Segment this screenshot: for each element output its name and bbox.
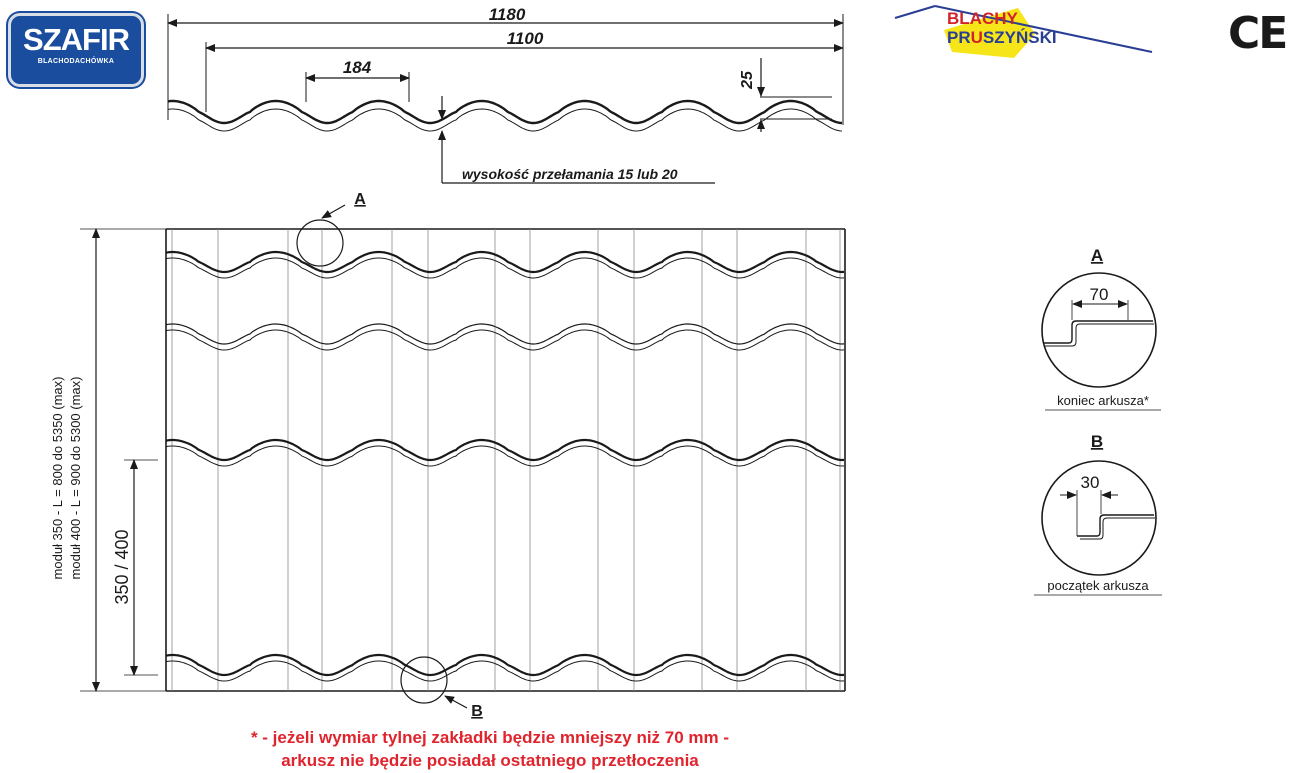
szafir-logo-text: SZAFIR — [23, 22, 130, 57]
module-label: 350 / 400 — [112, 529, 132, 604]
detail-a-title: A — [1091, 246, 1103, 265]
tile-row-line — [165, 653, 845, 677]
tile-row-line — [165, 660, 845, 682]
pruszynski-logo-top: BLACHY — [947, 9, 1018, 28]
dimension-1100-label: 1100 — [507, 29, 544, 48]
break-height-note: wysokość przełamania 15 lub 20 — [462, 166, 678, 182]
profile-wave-main — [167, 99, 843, 125]
pruszynski-logo-diamond — [944, 8, 1035, 58]
detail-a-caption: koniec arkusza* — [1057, 393, 1149, 408]
detail-a-circle — [296, 219, 344, 267]
length-label-module-400: moduł 400 - L = 900 do 5300 (max) — [68, 377, 83, 580]
footnote-line-2: arkusz nie będzie posiadał ostatniego pr… — [281, 751, 699, 770]
detail-b-circle — [400, 656, 448, 704]
detail-a-view-circle — [1041, 272, 1157, 388]
profile-wave-inner — [167, 108, 843, 132]
length-label-module-350: moduł 350 - L = 800 do 5350 (max) — [50, 377, 65, 580]
szafir-logo: SZAFIR BLACHODACHÓWKA — [8, 13, 144, 87]
detail-b-title: B — [1091, 432, 1103, 451]
detail-b-value: 30 — [1081, 473, 1100, 492]
pruszynski-logo-bottom: PRUSZYŃSKI — [947, 28, 1057, 47]
tile-row-line — [165, 323, 845, 345]
dimension-1180-label: 1180 — [489, 5, 526, 24]
tile-row-line — [165, 438, 845, 462]
tile-row-line — [165, 257, 845, 279]
detail-b — [1034, 460, 1162, 596]
tile-row-line — [165, 445, 845, 467]
dimension-184-label: 184 — [343, 58, 372, 77]
profile-section — [167, 14, 844, 184]
detail-a — [1041, 272, 1161, 411]
sheet-plan — [80, 204, 846, 709]
dimension-25-label: 25 — [739, 70, 756, 90]
szafir-logo-subtitle: BLACHODACHÓWKA — [37, 58, 115, 65]
footnote-line-1: * - jeżeli wymiar tylnej zakładki będzie… — [250, 728, 730, 747]
pruszynski-logo: BLACHY PRUSZYŃSKI — [894, 5, 1153, 58]
pruszynski-logo-roof-right — [934, 5, 1153, 53]
ce-mark: CE — [1228, 8, 1286, 59]
detail-b-view-circle — [1041, 460, 1157, 576]
tile-row-line — [165, 329, 845, 351]
detail-b-marker: B — [471, 703, 483, 720]
detail-a-marker: A — [354, 191, 366, 208]
sheet-tile-rows — [165, 250, 845, 682]
detail-a-value: 70 — [1090, 285, 1109, 304]
pruszynski-logo-roof-left — [894, 5, 936, 19]
tile-row-line — [165, 250, 845, 274]
detail-b-caption: początek arkusza — [1047, 578, 1149, 593]
